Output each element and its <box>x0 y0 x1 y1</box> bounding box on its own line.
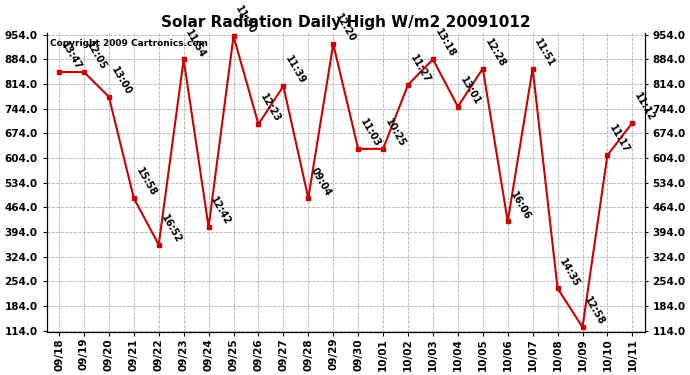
Text: 13:00: 13:00 <box>109 65 133 97</box>
Text: 12:05: 12:05 <box>84 40 108 72</box>
Text: 10:25: 10:25 <box>383 117 407 149</box>
Text: 12:58: 12:58 <box>582 295 607 327</box>
Text: 11:39: 11:39 <box>284 54 308 86</box>
Text: 12:28: 12:28 <box>483 37 507 69</box>
Text: 09:04: 09:04 <box>308 166 333 198</box>
Text: 11:12: 11:12 <box>632 91 656 123</box>
Text: 13:01: 13:01 <box>458 75 482 106</box>
Text: 15:58: 15:58 <box>134 166 158 198</box>
Text: 13:47: 13:47 <box>59 40 83 72</box>
Text: 16:06: 16:06 <box>508 190 532 221</box>
Text: 13:18: 13:18 <box>433 27 457 59</box>
Text: 12:23: 12:23 <box>259 92 283 124</box>
Title: Solar Radiation Daily High W/m2 20091012: Solar Radiation Daily High W/m2 20091012 <box>161 15 531 30</box>
Text: 11:17: 11:17 <box>607 123 631 155</box>
Text: 12:20: 12:20 <box>333 12 357 44</box>
Text: 16:52: 16:52 <box>159 213 183 244</box>
Text: 11:54: 11:54 <box>184 27 208 59</box>
Text: 11:03: 11:03 <box>358 117 382 149</box>
Text: Copyright 2009 Cartronics.com: Copyright 2009 Cartronics.com <box>50 39 208 48</box>
Text: 12:42: 12:42 <box>208 195 233 227</box>
Text: 11:50: 11:50 <box>233 4 257 36</box>
Text: 11:27: 11:27 <box>408 53 432 85</box>
Text: 11:51: 11:51 <box>533 37 557 69</box>
Text: 14:35: 14:35 <box>558 256 582 288</box>
